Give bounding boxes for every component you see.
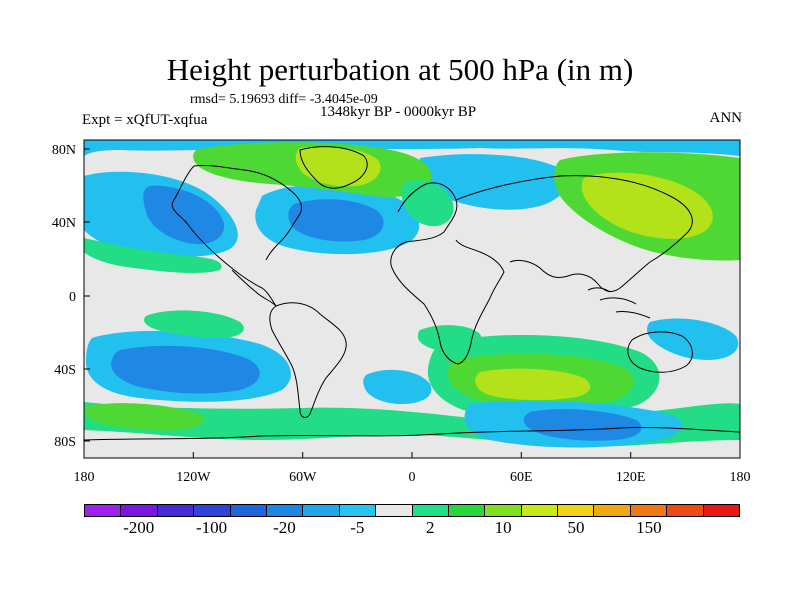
lat-tick-label: 80N bbox=[52, 143, 76, 158]
colorbar-swatch bbox=[448, 505, 486, 516]
north-atlantic-negative-core bbox=[288, 199, 384, 242]
colorbar-swatch bbox=[376, 505, 413, 516]
colorbar-swatch bbox=[412, 505, 449, 516]
experiment-label: Expt = xQfUT-xqfua bbox=[82, 112, 208, 128]
east-pacific-positive-band bbox=[84, 238, 222, 273]
north-america-coastline bbox=[171, 165, 303, 307]
lon-tick-label: 60E bbox=[510, 470, 533, 485]
colorbar-swatch bbox=[121, 505, 158, 516]
map-panel bbox=[84, 140, 740, 458]
lon-tick-label: 180 bbox=[74, 470, 95, 485]
colorbar-swatch bbox=[521, 505, 559, 516]
lon-ticks bbox=[83, 452, 741, 458]
indian-ocean-positive-core bbox=[475, 368, 591, 401]
colorbar-swatch bbox=[703, 505, 740, 516]
lat-tick-label: 0 bbox=[69, 290, 76, 305]
colorbar-swatch bbox=[230, 505, 267, 516]
colorbar-swatch bbox=[630, 505, 668, 516]
australia-negative-patch bbox=[647, 318, 739, 360]
lat-tick-labels: 80N 40N 0 40S 80S bbox=[52, 143, 76, 450]
lon-tick-label: 120W bbox=[176, 470, 211, 485]
colorbar-swatch bbox=[667, 505, 704, 516]
stats-subtitle: rmsd= 5.19693 diff= -3.4045e-09 bbox=[190, 92, 378, 107]
tropical-pacific-positive-patch bbox=[144, 310, 244, 338]
colorbar-swatch bbox=[558, 505, 595, 516]
colorbar-label: -5 bbox=[350, 518, 365, 537]
lat-tick-label: 40N bbox=[52, 216, 76, 231]
west-pacific-positive-core bbox=[581, 172, 713, 239]
asia-coastline bbox=[455, 175, 693, 292]
season-label: ANN bbox=[709, 110, 743, 126]
colorbar-label: 10 bbox=[494, 518, 512, 537]
asia-negative-anomaly bbox=[419, 154, 570, 210]
greenland-coastline bbox=[299, 146, 368, 189]
colorbar-swatch bbox=[303, 505, 340, 516]
colorbar-swatch bbox=[339, 505, 377, 516]
period-subtitle: 1348kyr BP - 0000kyr BP bbox=[320, 104, 477, 120]
coastlines bbox=[84, 146, 740, 441]
antarctica-coastline bbox=[84, 426, 740, 441]
colorbar-swatch bbox=[194, 505, 231, 516]
colorbar-swatch bbox=[594, 505, 631, 516]
lat-ticks bbox=[84, 148, 90, 442]
lon-tick-label: 120E bbox=[616, 470, 646, 485]
north-pacific-negative-core bbox=[143, 185, 225, 245]
lat-tick-label: 40S bbox=[54, 363, 76, 378]
colorbar-label: 2 bbox=[425, 518, 435, 537]
colorbar-swatch bbox=[157, 505, 195, 516]
colorbar-label: -20 bbox=[273, 518, 296, 537]
south-atlantic-negative-anomaly bbox=[363, 369, 432, 404]
australia-coastline bbox=[627, 331, 693, 373]
indonesia-coastline bbox=[587, 287, 651, 319]
colorbar bbox=[84, 504, 740, 517]
plot-title: Height perturbation at 500 hPa (in m) bbox=[166, 52, 634, 87]
lon-tick-label: 60W bbox=[289, 470, 317, 485]
south-pacific-positive-patch bbox=[85, 403, 204, 431]
antarctic-negative-core bbox=[523, 409, 642, 441]
colorbar-swatch bbox=[485, 505, 522, 516]
south-america-coastline bbox=[269, 302, 347, 418]
tropical-atlantic-positive-patch bbox=[418, 325, 482, 352]
colorbar-swatch bbox=[266, 505, 304, 516]
colorbar-swatch bbox=[85, 505, 122, 516]
south-pacific-negative-core bbox=[111, 345, 260, 394]
lon-tick-label: 180 bbox=[730, 470, 751, 485]
colorbar-label: 150 bbox=[636, 518, 662, 537]
greenland-positive-core bbox=[295, 146, 381, 187]
lon-tick-labels: 180 120W 60W 0 60E 120E 180 bbox=[74, 470, 751, 485]
lat-tick-label: 80S bbox=[54, 435, 76, 450]
colorbar-label: 50 bbox=[567, 518, 585, 537]
lon-tick-label: 0 bbox=[409, 470, 416, 485]
europe-africa-coastline bbox=[390, 182, 505, 365]
colorbar-label: -100 bbox=[195, 518, 228, 537]
colorbar-label: -200 bbox=[123, 518, 155, 537]
